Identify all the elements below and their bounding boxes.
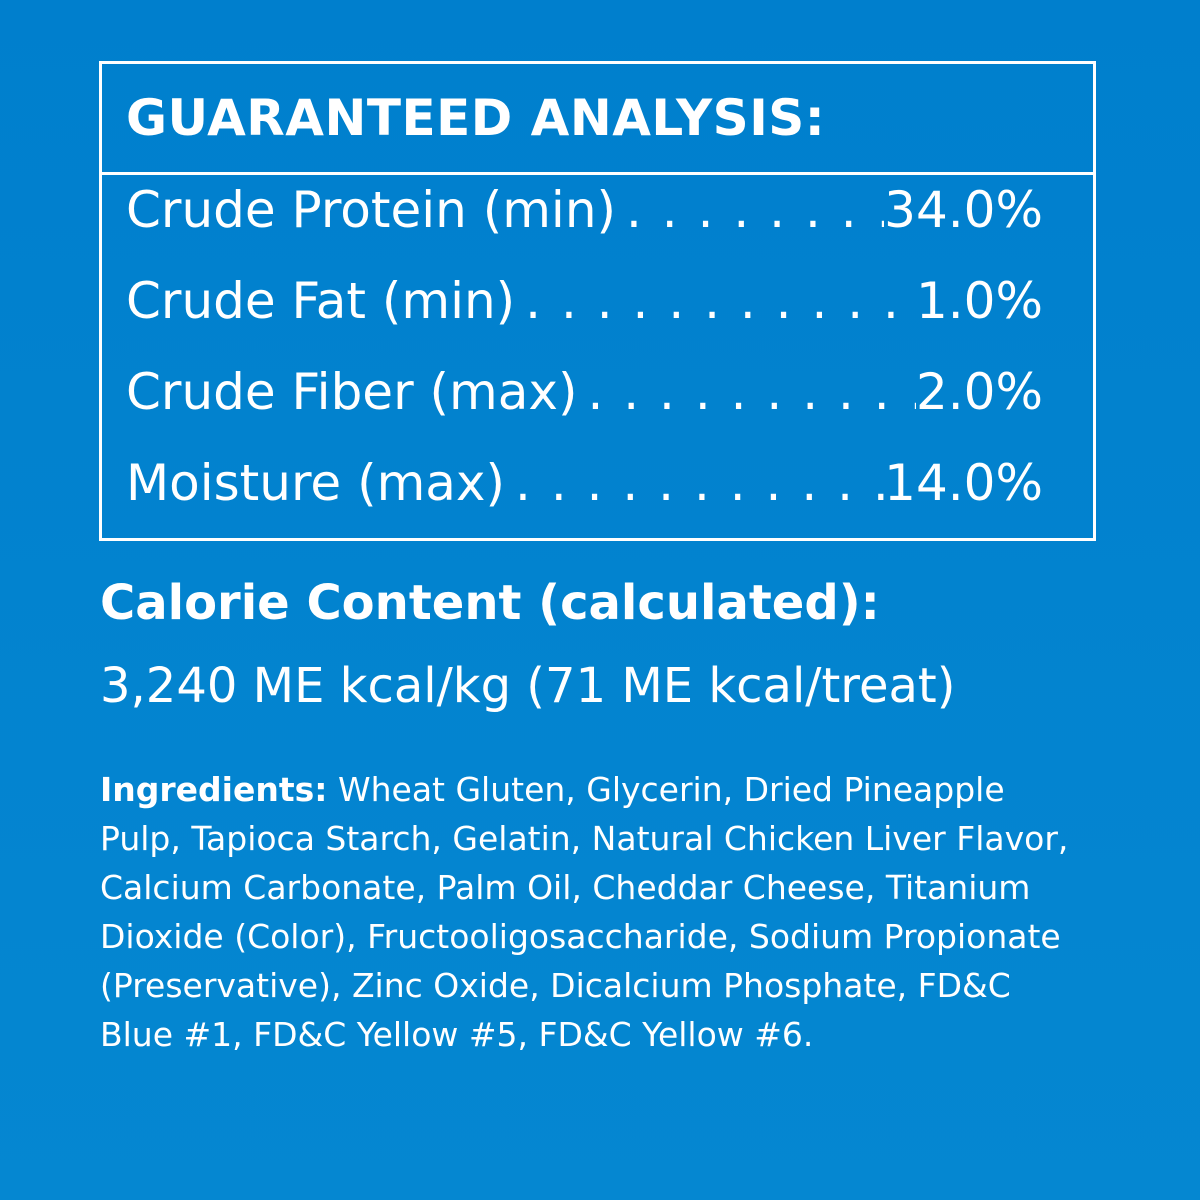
- calorie-content-value: 3,240 ME kcal/kg (71 ME kcal/treat): [100, 658, 956, 714]
- nutrient-name: Crude Protein (min): [126, 181, 617, 239]
- analysis-header: GUARANTEED ANALYSIS:: [102, 64, 1093, 175]
- nutrient-name: Moisture (max): [126, 454, 506, 512]
- analysis-row-crude-protein: Crude Protein (min) 34.0%: [126, 181, 1043, 272]
- nutrient-name: Crude Fiber (max): [126, 363, 578, 421]
- calorie-content-heading: Calorie Content (calculated):: [100, 575, 880, 631]
- nutrient-value: 34.0%: [884, 181, 1043, 239]
- analysis-row-moisture: Moisture (max) 14.0%: [126, 454, 1043, 545]
- nutrient-value: 2.0%: [915, 363, 1043, 421]
- leader-dots: [616, 181, 884, 239]
- analysis-rows: Crude Protein (min) 34.0% Crude Fat (min…: [102, 175, 1093, 545]
- analysis-row-crude-fat: Crude Fat (min) 1.0%: [126, 272, 1043, 363]
- analysis-row-crude-fiber: Crude Fiber (max) 2.0%: [126, 363, 1043, 454]
- nutrient-name: Crude Fat (min): [126, 272, 516, 330]
- ingredients-list: Wheat Gluten, Glycerin, Dried Pineapple …: [100, 770, 1069, 1054]
- nutrient-value: 1.0%: [915, 272, 1043, 330]
- guaranteed-analysis-box: GUARANTEED ANALYSIS: Crude Protein (min)…: [99, 61, 1096, 541]
- leader-dots: [515, 272, 916, 330]
- analysis-title: GUARANTEED ANALYSIS:: [126, 89, 826, 147]
- nutrient-value: 14.0%: [884, 454, 1043, 512]
- ingredients-label: Ingredients:: [100, 770, 328, 809]
- leader-dots: [577, 363, 916, 421]
- leader-dots: [505, 454, 884, 512]
- ingredients-paragraph: Ingredients: Wheat Gluten, Glycerin, Dri…: [100, 765, 1090, 1059]
